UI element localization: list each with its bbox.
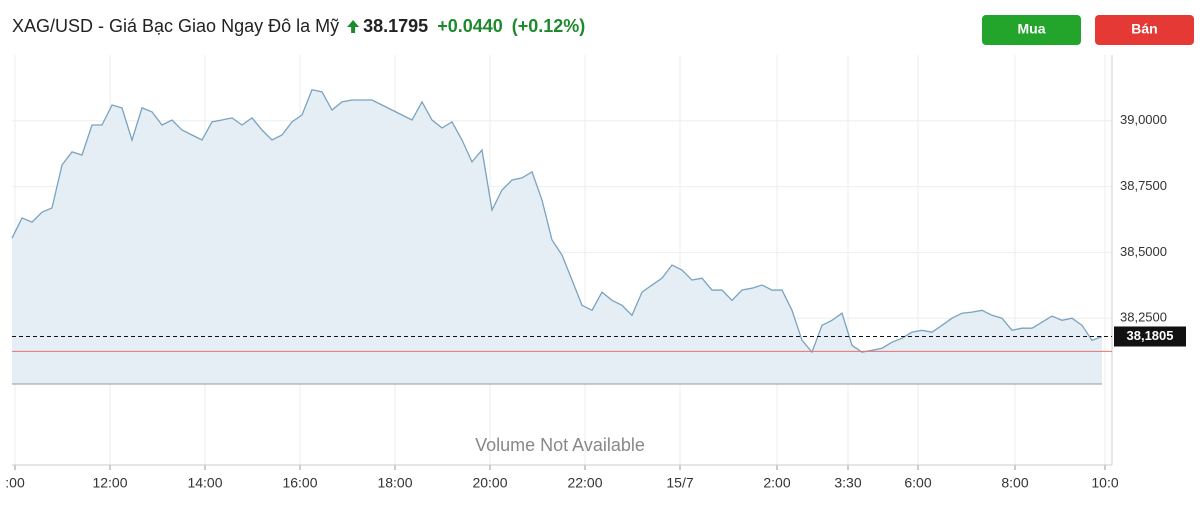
x-tick-label: 8:00	[1001, 475, 1028, 491]
change-percent: (+0.12%)	[512, 16, 586, 36]
x-tick-label: 2:00	[763, 475, 790, 491]
volume-note: Volume Not Available	[475, 435, 645, 455]
sell-button-bg[interactable]	[1095, 15, 1194, 45]
y-tick-label: 38,7500	[1120, 178, 1167, 193]
y-tick-label: 39,0000	[1120, 112, 1167, 127]
x-tick-label: :00	[5, 475, 25, 491]
x-tick-label: 12:00	[92, 475, 127, 491]
area-fill	[12, 89, 1102, 384]
y-tick-label: 38,2500	[1120, 310, 1167, 325]
x-tick-label: 6:00	[904, 475, 931, 491]
y-tick-label: 38,5000	[1120, 244, 1167, 259]
sell-label[interactable]: Bán	[1131, 21, 1157, 37]
sell-button[interactable]: Bán	[1095, 15, 1194, 45]
x-tick-label: 10:0	[1091, 475, 1118, 491]
price-line	[11, 88, 1103, 354]
last-price-box	[1114, 326, 1186, 347]
x-tick-label: 15/7	[666, 475, 693, 491]
change: +0.0440	[437, 16, 503, 36]
x-tick-label: 14:00	[187, 475, 222, 491]
buy-button-bg[interactable]	[982, 15, 1081, 45]
price: 38.1795	[363, 16, 428, 36]
x-tick-label: 16:00	[282, 475, 317, 491]
last-price-label: 38,1805	[1127, 328, 1174, 343]
x-tick-label: 20:00	[472, 475, 507, 491]
x-tick-label: 18:00	[377, 475, 412, 491]
title: XAG/USD - Giá Bạc Giao Ngay Đô la Mỹ	[12, 16, 339, 36]
buy-label[interactable]: Mua	[1018, 21, 1046, 37]
up-arrow	[347, 20, 360, 33]
x-tick-label: 22:00	[567, 475, 602, 491]
x-tick-label: 3:30	[834, 475, 861, 491]
buy-button[interactable]: Mua	[982, 15, 1081, 45]
